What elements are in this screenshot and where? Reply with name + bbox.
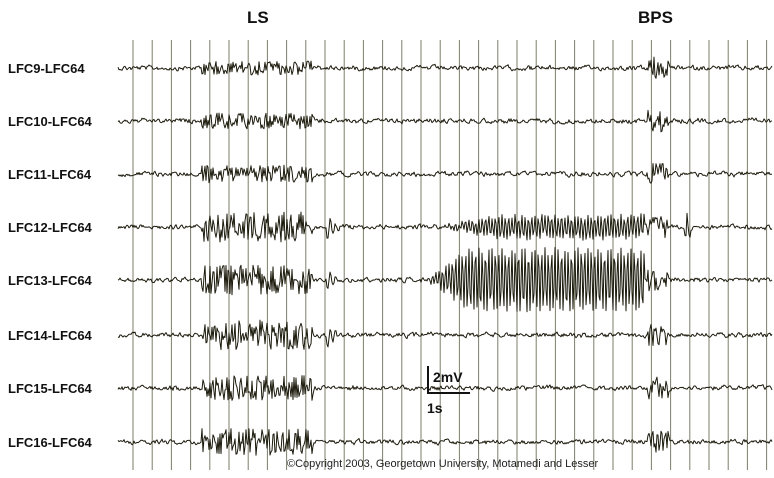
channel-label: LFC10-LFC64	[8, 114, 92, 129]
copyright-notice: ©Copyright 2003, Georgetown University, …	[287, 458, 599, 470]
channel-label: LFC11-LFC64	[8, 167, 92, 182]
eeg-trace	[117, 375, 773, 401]
channel-label: LFC16-LFC64	[8, 435, 92, 450]
time-grid	[132, 40, 768, 470]
channel-label: LFC13-LFC64	[8, 273, 92, 288]
scale-amplitude-label: 2mV	[433, 369, 463, 385]
eeg-trace	[117, 319, 773, 351]
eeg-trace	[117, 56, 773, 79]
marker-bps: BPS	[638, 8, 673, 27]
marker-ls: LS	[247, 8, 269, 27]
eeg-traces	[117, 56, 773, 456]
eeg-trace	[117, 109, 773, 133]
eeg-trace	[117, 247, 773, 313]
scale-bar	[427, 366, 470, 394]
scale-time-label: 1s	[427, 400, 443, 416]
eeg-trace	[117, 163, 773, 184]
channel-label: LFC12-LFC64	[8, 220, 92, 235]
channel-label: LFC9-LFC64	[8, 61, 85, 76]
channel-label: LFC14-LFC64	[8, 328, 92, 343]
eeg-trace	[117, 211, 773, 243]
channel-label: LFC15-LFC64	[8, 381, 92, 396]
eeg-trace	[117, 428, 773, 456]
